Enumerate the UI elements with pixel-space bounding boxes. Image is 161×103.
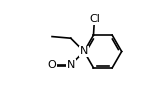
Text: N: N: [67, 60, 75, 70]
Text: O: O: [48, 60, 56, 70]
Text: Cl: Cl: [89, 14, 100, 24]
Text: N: N: [80, 46, 88, 57]
